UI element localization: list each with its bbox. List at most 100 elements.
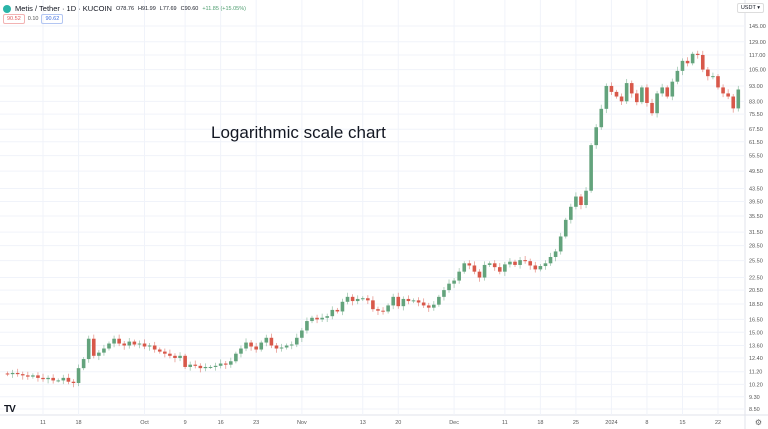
candle-down — [5, 373, 10, 375]
candle-up — [624, 83, 629, 102]
gear-icon[interactable]: ⚙ — [754, 418, 762, 427]
candle-up — [457, 271, 461, 281]
candle-down — [716, 76, 720, 88]
candle-down — [467, 263, 472, 266]
candle-up — [188, 364, 192, 367]
candle-up — [437, 296, 441, 305]
candle-up — [340, 301, 345, 312]
candle-up — [569, 206, 573, 220]
x-tick-label: 25 — [573, 420, 579, 426]
candle-down — [645, 87, 649, 103]
y-tick-label: 43.50 — [749, 187, 763, 193]
candle-down — [157, 349, 162, 352]
x-tick-label: Dec — [449, 420, 459, 426]
candle-up — [107, 343, 111, 349]
candle-up — [284, 345, 289, 348]
sell-button[interactable]: 90.52 — [3, 14, 25, 24]
x-tick-label: 18 — [75, 420, 81, 426]
candle-down — [269, 337, 274, 346]
candle-up — [360, 298, 365, 300]
tradingview-logo[interactable]: TV — [4, 404, 16, 415]
candle-down — [614, 91, 619, 97]
candle-up — [102, 348, 106, 353]
candle-up — [234, 353, 238, 362]
candle-down — [513, 261, 517, 265]
y-tick-label: 49.50 — [749, 169, 763, 175]
candle-up — [589, 145, 593, 191]
candle-up — [462, 263, 467, 272]
y-tick-label: 13.60 — [749, 343, 763, 349]
y-tick-label: 15.00 — [749, 330, 763, 336]
candle-up — [86, 338, 91, 360]
candle-up — [305, 321, 309, 331]
y-tick-label: 83.00 — [749, 99, 763, 105]
candle-down — [609, 85, 614, 92]
x-tick-label: Oct — [140, 420, 149, 426]
candle-down — [223, 363, 228, 365]
y-tick-label: 10.20 — [749, 382, 763, 388]
candle-up — [660, 87, 664, 94]
x-tick-label: Nov — [297, 420, 307, 426]
y-tick-label: 35.50 — [749, 214, 763, 220]
candle-up — [447, 283, 451, 291]
candle-up — [325, 316, 330, 318]
candle-up — [655, 93, 659, 114]
y-tick-label: 67.50 — [749, 127, 763, 133]
x-tick-label: 9 — [184, 420, 187, 426]
candle-up — [604, 85, 609, 109]
candle-up — [46, 377, 50, 380]
buy-button[interactable]: 90.62 — [41, 14, 64, 24]
candle-up — [264, 337, 269, 343]
candle-up — [736, 89, 741, 109]
candle-down — [619, 96, 624, 102]
candle-up — [294, 337, 299, 345]
candle-up — [670, 81, 675, 97]
candle-down — [249, 342, 253, 347]
candle-down — [406, 298, 411, 302]
candle-up — [345, 296, 350, 302]
candle-up — [442, 290, 446, 297]
candle-up — [76, 368, 81, 384]
x-tick-label: 18 — [537, 420, 543, 426]
candle-down — [635, 93, 639, 103]
candle-down — [421, 302, 426, 306]
candle-down — [15, 372, 20, 375]
candle-down — [706, 69, 710, 77]
candle-down — [274, 345, 279, 349]
y-tick-label: 61.50 — [749, 140, 763, 146]
candle-up — [482, 264, 487, 278]
candle-up — [218, 363, 223, 366]
candle-up — [452, 280, 456, 284]
x-tick-label: 16 — [218, 420, 224, 426]
candle-down — [20, 374, 25, 376]
candle-down — [700, 54, 705, 70]
candle-up — [553, 251, 558, 257]
candle-up — [558, 236, 563, 252]
candle-down — [477, 271, 482, 278]
candle-down — [152, 345, 157, 350]
y-tick-label: 31.50 — [749, 230, 763, 236]
high-value: H91.99 — [138, 5, 156, 12]
candle-down — [193, 364, 198, 366]
candle-down — [254, 346, 258, 350]
chart-annotation: Logarithmic scale chart — [211, 123, 386, 142]
candle-up — [61, 377, 66, 381]
candle-up — [487, 263, 492, 265]
spread-value: 0.10 — [27, 16, 39, 22]
candle-up — [411, 300, 416, 302]
candle-up — [518, 260, 522, 265]
candle-down — [731, 96, 736, 109]
candle-up — [538, 266, 543, 270]
candle-up — [127, 341, 132, 346]
currency-button[interactable]: USDT ▾ — [736, 3, 764, 13]
y-tick-label: 55.50 — [749, 154, 763, 160]
candle-up — [711, 76, 715, 78]
candle-up — [300, 330, 304, 338]
y-tick-label: 117.00 — [749, 53, 765, 59]
candle-down — [396, 296, 401, 307]
candle-up — [508, 261, 512, 265]
candle-down — [492, 263, 497, 268]
candle-down — [381, 310, 385, 312]
symbol-title[interactable]: Metis / Tether · 1D · KUCOIN — [15, 4, 112, 13]
